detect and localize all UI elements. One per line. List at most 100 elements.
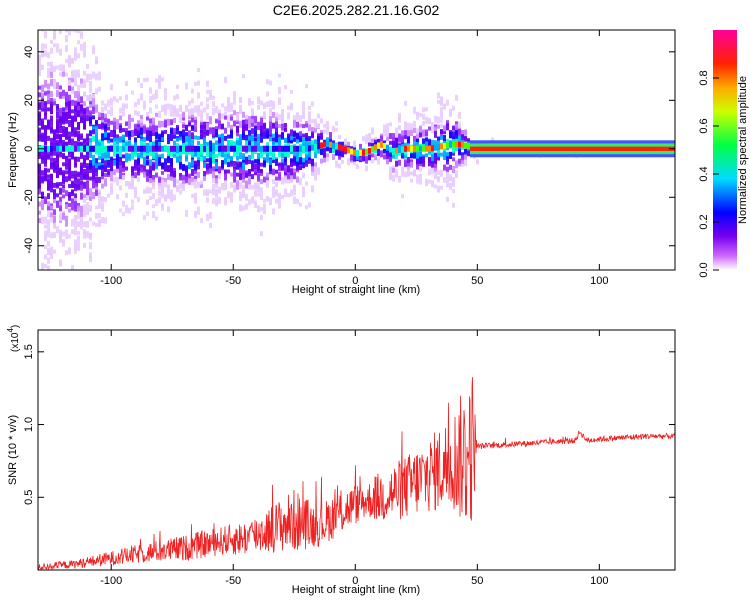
heatmap-cell — [158, 141, 161, 149]
heatmap-cell — [257, 134, 260, 140]
heatmap-cell — [452, 168, 455, 173]
heatmap-cell — [59, 182, 62, 187]
heatmap-cell — [440, 129, 443, 134]
heatmap-cell — [410, 123, 413, 131]
heatmap-cell — [335, 160, 338, 168]
heatmap-cell — [47, 180, 50, 186]
heatmap-cell — [149, 107, 152, 114]
heatmap-cell — [74, 162, 77, 167]
heatmap-cell — [113, 149, 116, 157]
heatmap-cell — [47, 168, 50, 173]
heatmap-cell — [161, 170, 164, 175]
heatmap-cell — [71, 198, 74, 206]
heatmap-cell — [176, 179, 179, 184]
heatmap-cell — [269, 127, 272, 135]
heatmap-cell — [50, 125, 53, 133]
heatmap-cell — [71, 221, 74, 227]
heatmap-cell — [80, 288, 83, 295]
heatmap-cell — [71, 218, 74, 223]
heatmap-cell — [65, 204, 68, 210]
heatmap-cell — [50, 119, 53, 126]
heatmap-cell — [119, 136, 122, 143]
x-tick-label: -50 — [225, 275, 241, 287]
heatmap-cell — [242, 169, 245, 175]
snr-ylabel: SNR (10 * v/v) — [7, 415, 19, 485]
heatmap-cell — [305, 141, 308, 149]
heatmap-cell — [242, 119, 245, 127]
heatmap-ridge-cell — [284, 145, 287, 152]
heatmap-cell — [464, 129, 467, 135]
heatmap-cell — [233, 98, 236, 105]
heatmap-cell — [161, 77, 164, 82]
heatmap-cell — [65, 176, 68, 183]
heatmap-cell — [77, 241, 80, 247]
heatmap-cell — [260, 168, 263, 173]
heatmap-cell — [170, 149, 173, 157]
heatmap-cell — [239, 107, 242, 114]
heatmap-cell — [86, 138, 89, 146]
heatmap-cell — [92, 94, 95, 99]
heatmap-cell — [53, 162, 56, 168]
heatmap-cell — [410, 178, 413, 183]
heatmap-cell — [119, 208, 122, 213]
heatmap-cell — [317, 168, 320, 175]
heatmap-cell — [53, 198, 56, 204]
heatmap-cell — [221, 137, 224, 142]
heatmap-cell — [155, 92, 158, 99]
heatmap-cell — [293, 115, 296, 121]
heatmap-cell — [110, 130, 113, 138]
heatmap-cell — [416, 159, 419, 165]
heatmap-cell — [164, 158, 167, 166]
heatmap-cell — [104, 113, 107, 118]
heatmap-cell — [149, 159, 152, 166]
heatmap-cell — [89, 168, 92, 173]
heatmap-cell — [44, 125, 47, 130]
heatmap-cell — [251, 110, 254, 116]
heatmap-cell — [71, 138, 74, 146]
heatmap-cell — [65, 35, 68, 43]
heatmap-cell — [164, 108, 167, 116]
heatmap-cell — [302, 107, 305, 115]
heatmap-cell — [269, 159, 272, 166]
heatmap-cell — [212, 128, 215, 136]
heatmap-cell — [230, 160, 233, 167]
heatmap-cell — [62, 184, 65, 189]
heatmap-cell — [263, 176, 266, 183]
heatmap-cell — [53, 209, 56, 216]
heatmap-cell — [41, 156, 44, 164]
heatmap-cell — [68, 175, 71, 181]
heatmap-cell — [62, 66, 65, 74]
heatmap-cell — [305, 132, 308, 138]
y-tick-label: 0.5 — [23, 490, 35, 505]
heatmap-cell — [119, 115, 122, 121]
heatmap-ridge-cell — [185, 145, 188, 152]
heatmap-cell — [191, 88, 194, 94]
heatmap-cell — [68, 15, 71, 21]
heatmap-cell — [131, 117, 134, 122]
heatmap-cell — [173, 194, 176, 201]
heatmap-cell — [89, 100, 92, 105]
heatmap-cell — [173, 177, 176, 185]
heatmap-cell — [146, 129, 149, 136]
heatmap-cell — [50, 275, 53, 282]
heatmap-cell — [47, 265, 50, 270]
heatmap-cell — [56, 111, 59, 119]
heatmap-cell — [320, 132, 323, 140]
heatmap-cell — [50, 251, 53, 259]
heatmap-cell — [44, 152, 47, 157]
heatmap-cell — [155, 104, 158, 109]
heatmap-cell — [341, 149, 344, 154]
heatmap-cell — [167, 119, 170, 124]
y-tick-label: 40 — [23, 46, 35, 58]
heatmap-cell — [224, 197, 227, 204]
heatmap-cell — [47, 97, 50, 105]
heatmap-cell — [104, 117, 107, 122]
heatmap-cell — [236, 150, 239, 155]
heatmap-cell — [302, 101, 305, 109]
heatmap-cell — [77, 84, 80, 89]
heatmap-cell — [242, 153, 245, 161]
heatmap-cell — [185, 82, 188, 90]
heatmap-cell — [257, 177, 260, 182]
heatmap-cell — [71, 16, 74, 22]
heatmap-cell — [62, 130, 65, 137]
